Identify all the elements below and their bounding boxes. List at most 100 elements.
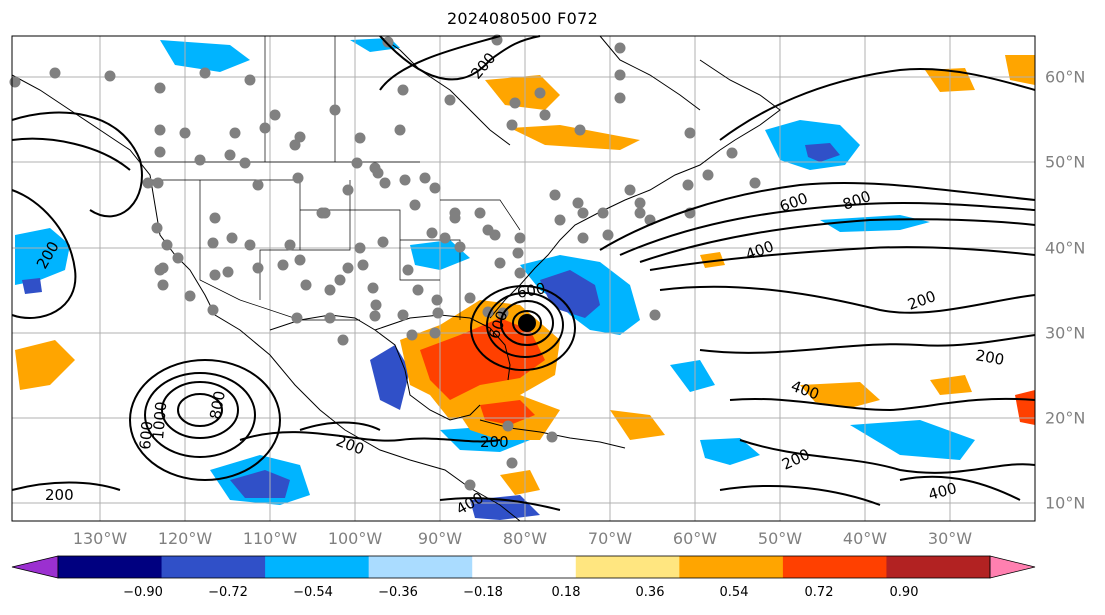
- station-marker: [412, 284, 424, 296]
- station-marker: [602, 229, 614, 241]
- station-marker: [226, 232, 238, 244]
- lon-tick-label: 30°W: [927, 529, 973, 548]
- station-marker: [749, 177, 761, 189]
- station-marker: [464, 479, 476, 491]
- neg-core-newfoundland: [805, 143, 840, 162]
- pos-area-pacific-sw: [15, 340, 75, 390]
- colorbar-segment: [575, 556, 680, 578]
- station-marker: [379, 177, 391, 189]
- station-marker: [634, 207, 646, 219]
- contour-200-atl-north: [719, 68, 1036, 141]
- neg-core-pacific-west: [22, 278, 42, 294]
- station-marker: [397, 309, 409, 321]
- contour-label: 800: [206, 389, 229, 420]
- station-marker: [502, 420, 514, 432]
- colorbar-tick-label: −0.54: [293, 585, 333, 600]
- station-marker: [161, 239, 173, 251]
- station-marker: [489, 229, 501, 241]
- neg-area-central-atl: [670, 360, 715, 392]
- station-marker: [289, 139, 301, 151]
- colorbar: [11, 555, 1036, 579]
- station-marker: [152, 177, 164, 189]
- station-marker: [342, 184, 354, 196]
- colorbar-segment: [265, 556, 370, 578]
- contour-label: 200: [480, 433, 509, 451]
- station-marker: [494, 257, 506, 269]
- pos-area-labrador: [485, 75, 560, 110]
- station-marker: [506, 457, 518, 469]
- station-marker: [370, 299, 382, 311]
- storm-contour-3: [486, 292, 564, 358]
- high-contour-2: [161, 381, 239, 439]
- pos-core-caribbean: [480, 400, 535, 425]
- station-marker: [151, 222, 163, 234]
- station-marker: [252, 179, 264, 191]
- station-marker: [284, 239, 296, 251]
- station-marker: [539, 109, 551, 121]
- contour-label: 600: [136, 420, 156, 450]
- storm-center-marker: [518, 314, 536, 332]
- station-marker: [179, 127, 191, 139]
- pos-area-mexico-south: [500, 470, 540, 495]
- high-contour-1: [177, 393, 223, 427]
- lon-tick-label: 80°W: [502, 529, 548, 548]
- station-marker: [104, 70, 116, 82]
- station-marker: [726, 147, 738, 159]
- station-marker: [464, 292, 476, 304]
- station-marker: [367, 282, 379, 294]
- station-marker: [432, 307, 444, 319]
- lat-tick-label: 40°N: [1045, 238, 1086, 258]
- contour-200-canada: [379, 35, 501, 91]
- lon-tick-label: 120°W: [157, 529, 213, 548]
- neg-core-mexico-pac: [230, 470, 290, 498]
- contour-400-atl-south: [729, 397, 1036, 412]
- station-marker: [444, 94, 456, 106]
- station-marker: [634, 197, 646, 209]
- contour-200-atl-bottom: [719, 485, 881, 506]
- colorbar-tick-label: −0.90: [123, 585, 163, 600]
- colorbar-tick-label: 0.90: [889, 585, 919, 600]
- station-marker: [357, 259, 369, 271]
- station-marker: [614, 42, 626, 54]
- station-marker: [409, 199, 421, 211]
- station-marker: [554, 214, 566, 226]
- contour-200-atl-south: [699, 334, 1036, 354]
- station-marker: [324, 284, 336, 296]
- colorbar-tick-label: 0.36: [635, 585, 665, 600]
- lon-tick-label: 60°W: [672, 529, 718, 548]
- station-marker: [154, 264, 166, 276]
- station-marker: [649, 309, 661, 321]
- neg-area-tropical-atl: [850, 420, 975, 460]
- station-marker: [329, 104, 341, 116]
- lon-tick-label: 70°W: [587, 529, 633, 548]
- station-marker: [300, 279, 312, 291]
- station-marker: [354, 132, 366, 144]
- station-marker: [397, 84, 409, 96]
- station-marker: [439, 232, 451, 244]
- station-marker: [506, 119, 518, 131]
- station-marker: [406, 329, 418, 341]
- station-marker: [324, 312, 336, 324]
- station-marker: [207, 304, 219, 316]
- station-marker: [514, 232, 526, 244]
- station-marker: [291, 312, 303, 324]
- contour-400-carib: [439, 497, 561, 511]
- pos-area-mid-atlantic: [930, 375, 972, 395]
- lat-tick-label: 30°N: [1045, 323, 1086, 343]
- station-marker: [377, 236, 389, 248]
- station-marker: [342, 262, 354, 274]
- station-marker: [354, 242, 366, 254]
- contour-200-gulf: [299, 421, 381, 431]
- contour-200-atl-mid: [659, 285, 1036, 314]
- storm-contour-2: [500, 300, 554, 346]
- colorbar-tick-label: 0.72: [804, 585, 834, 600]
- station-marker: [624, 184, 636, 196]
- colorbar-extend-low: [11, 555, 59, 579]
- station-marker: [194, 154, 206, 166]
- lat-tick-label: 50°N: [1045, 152, 1086, 172]
- station-marker: [49, 67, 61, 79]
- contour-label: 600: [516, 279, 547, 302]
- contour-200-mexico: [239, 431, 501, 443]
- station-marker: [172, 252, 184, 264]
- lon-tick-label: 40°W: [842, 529, 888, 548]
